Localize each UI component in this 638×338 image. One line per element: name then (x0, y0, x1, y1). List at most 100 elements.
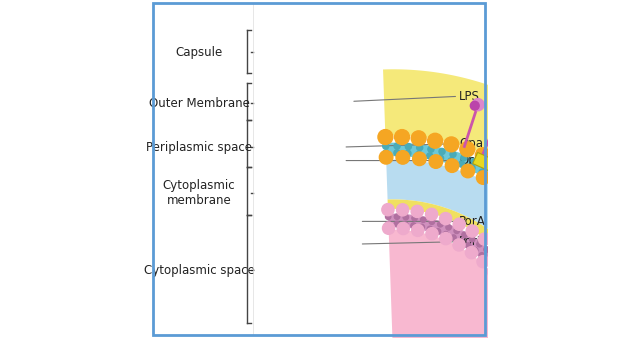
Circle shape (411, 223, 416, 228)
Circle shape (383, 222, 395, 234)
Circle shape (450, 151, 456, 158)
Circle shape (484, 247, 489, 252)
Circle shape (563, 247, 576, 261)
Circle shape (519, 172, 534, 187)
Circle shape (491, 264, 497, 269)
Circle shape (521, 186, 527, 192)
Circle shape (420, 217, 426, 222)
Circle shape (556, 206, 571, 220)
Circle shape (470, 101, 479, 110)
Circle shape (403, 215, 408, 220)
Circle shape (554, 217, 560, 223)
Circle shape (385, 214, 391, 219)
Circle shape (427, 226, 433, 232)
Circle shape (435, 228, 441, 234)
Circle shape (466, 225, 478, 237)
Ellipse shape (567, 246, 579, 252)
Circle shape (593, 297, 598, 303)
Circle shape (497, 277, 509, 289)
Ellipse shape (567, 263, 579, 269)
Circle shape (586, 264, 592, 270)
Circle shape (493, 110, 501, 119)
Circle shape (403, 222, 408, 227)
Circle shape (482, 163, 488, 169)
Circle shape (438, 222, 443, 227)
Circle shape (498, 179, 505, 186)
Circle shape (540, 330, 552, 338)
Circle shape (445, 159, 459, 172)
Circle shape (568, 235, 574, 241)
Text: LPS: LPS (459, 90, 480, 103)
Circle shape (383, 150, 389, 156)
Circle shape (451, 235, 456, 240)
Circle shape (478, 233, 491, 245)
Circle shape (592, 325, 605, 338)
Circle shape (517, 192, 523, 198)
Polygon shape (386, 160, 599, 338)
Circle shape (405, 144, 412, 150)
Circle shape (605, 317, 611, 323)
Circle shape (531, 209, 544, 222)
Circle shape (526, 321, 531, 327)
Circle shape (438, 155, 443, 161)
Circle shape (491, 155, 505, 170)
Circle shape (516, 298, 521, 303)
Text: PorA: PorA (459, 215, 486, 228)
Ellipse shape (586, 287, 599, 294)
Circle shape (523, 313, 528, 318)
Circle shape (394, 214, 400, 219)
Circle shape (461, 164, 475, 178)
Polygon shape (385, 143, 616, 338)
Circle shape (429, 155, 443, 168)
Circle shape (581, 254, 587, 260)
Ellipse shape (586, 307, 599, 314)
Circle shape (512, 115, 524, 127)
Circle shape (512, 302, 524, 314)
Circle shape (542, 221, 556, 234)
Circle shape (380, 150, 393, 164)
Circle shape (394, 150, 400, 156)
Polygon shape (388, 214, 545, 338)
Circle shape (547, 209, 553, 215)
FancyBboxPatch shape (153, 3, 485, 335)
Circle shape (530, 337, 535, 338)
Circle shape (585, 246, 600, 261)
Circle shape (519, 275, 531, 288)
Circle shape (497, 270, 503, 275)
Circle shape (563, 238, 569, 244)
Circle shape (412, 131, 426, 146)
Circle shape (428, 146, 434, 152)
Circle shape (530, 193, 536, 199)
Ellipse shape (586, 299, 599, 306)
Circle shape (411, 205, 423, 217)
Circle shape (417, 145, 423, 151)
Circle shape (453, 239, 465, 251)
Circle shape (604, 292, 619, 307)
Text: PorB: PorB (459, 235, 486, 248)
Circle shape (505, 188, 519, 201)
Circle shape (448, 158, 454, 164)
Circle shape (561, 225, 568, 232)
FancyBboxPatch shape (525, 203, 542, 223)
Circle shape (510, 118, 519, 127)
Circle shape (532, 183, 547, 197)
Circle shape (479, 169, 485, 175)
Circle shape (413, 152, 426, 166)
Circle shape (523, 294, 528, 300)
Circle shape (505, 163, 520, 178)
Circle shape (538, 200, 544, 207)
Circle shape (609, 308, 623, 323)
Circle shape (466, 243, 471, 248)
Circle shape (502, 173, 508, 179)
Circle shape (535, 328, 540, 333)
Circle shape (453, 218, 465, 230)
Circle shape (526, 198, 531, 204)
Circle shape (589, 287, 595, 293)
Ellipse shape (586, 293, 599, 300)
Circle shape (567, 218, 581, 233)
Circle shape (612, 324, 627, 338)
Text: Opc: Opc (459, 154, 482, 167)
Circle shape (544, 193, 560, 208)
Circle shape (578, 277, 591, 291)
Circle shape (405, 150, 411, 156)
